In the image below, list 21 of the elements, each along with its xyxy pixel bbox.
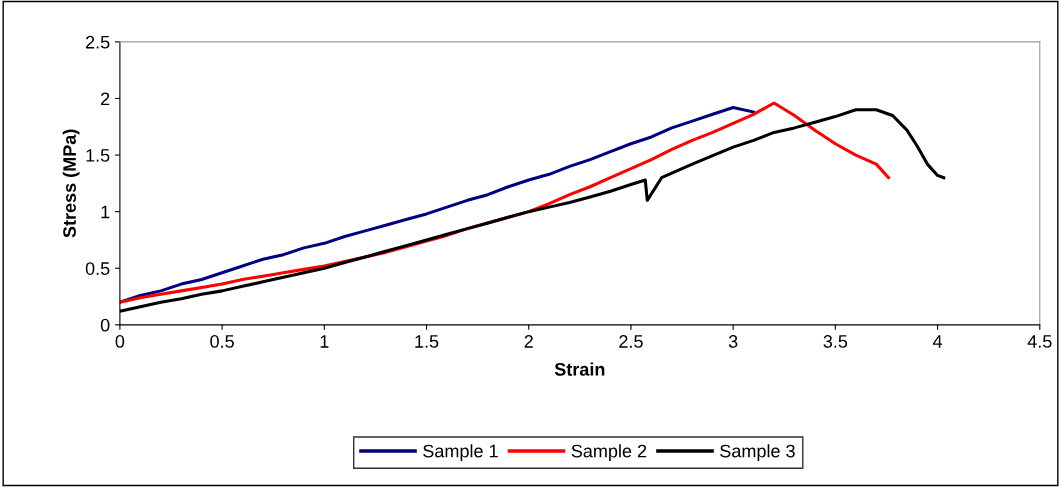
- x-tick-label: 4: [932, 335, 943, 348]
- x-axis-title: Strain: [554, 362, 605, 376]
- x-tick-label: 3.5: [823, 335, 848, 348]
- x-tick-label: 3: [728, 335, 738, 348]
- legend-label: Sample 2: [571, 444, 647, 462]
- x-tick-label: 1: [320, 335, 329, 348]
- x-tick-label: 1.5: [415, 335, 439, 348]
- x-tick-label: 4.5: [1027, 335, 1052, 348]
- y-tick-label: 1: [101, 205, 110, 219]
- x-tick-label: 2.5: [619, 335, 643, 348]
- y-tick-label: 0.5: [85, 262, 110, 275]
- y-axis-title: Stress (MPa): [62, 129, 80, 238]
- y-tick-label: 1.5: [86, 149, 110, 162]
- legend-label: Sample 3: [720, 444, 795, 462]
- legend-label: Sample 1: [423, 444, 498, 462]
- x-tick-label: 0: [115, 335, 125, 348]
- x-tick-label: 2: [524, 335, 533, 348]
- y-tick-label: 0: [100, 318, 110, 332]
- y-tick-label: 2: [101, 92, 110, 106]
- x-tick-label: 0.5: [210, 335, 234, 348]
- y-tick-label: 2.5: [85, 35, 110, 49]
